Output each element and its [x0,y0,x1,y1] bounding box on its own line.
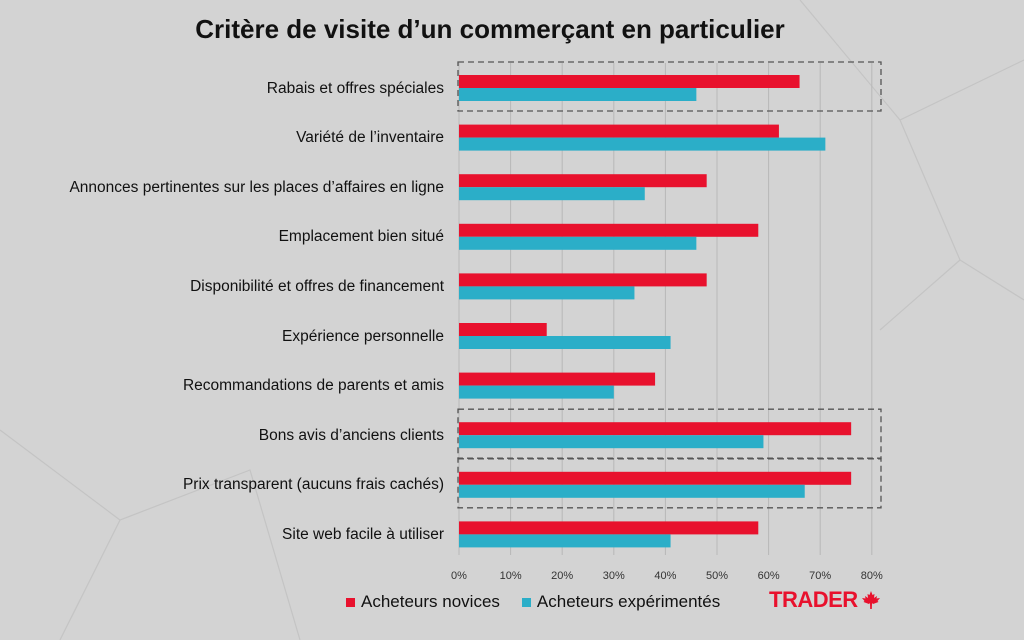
bar-novices [459,223,759,237]
bar-experimentes [459,484,805,498]
x-tick-label: 70% [809,570,831,582]
logo-text: TRADER [769,587,858,612]
bar-experimentes [459,187,645,201]
category-label: Site web facile à utiliser [282,525,444,543]
bar-novices [459,75,800,88]
x-axis-ticks: 0% 10% 20% 30% 40% 50% 60% 70% 80% [451,570,883,582]
x-tick-label: 40% [654,570,676,582]
category-label: Recommandations de parents et amis [182,377,444,395]
bar-experimentes [459,88,697,101]
bar-experimentes [459,435,764,449]
bar-novices [459,273,707,287]
legend-swatch-novices [346,597,355,607]
bar-experimentes [459,385,614,399]
legend-item-novices: Acheteurs novices [346,592,500,612]
bar-novices [459,422,852,436]
bar-experimentes [459,137,826,151]
category-label: Expérience personnelle [282,327,444,345]
legend-label-experimentes: Acheteurs expérimentés [536,592,721,611]
category-label: Rabais et offres spéciales [266,79,444,97]
highlight-box [457,61,882,112]
highlight-boxes [457,61,882,509]
legend: Acheteurs novices Acheteurs expérimentés [346,592,742,612]
category-label: Annonces pertinentes sur les places d’af… [69,178,444,196]
legend-item-experimentes: Acheteurs expérimentés [521,592,721,612]
highlight-box [457,458,882,509]
category-label: Disponibilité et offres de financement [190,277,444,295]
bar-novices [459,471,852,485]
bar-experimentes [459,236,697,250]
x-tick-label: 30% [603,570,625,582]
bar-novices [459,124,779,138]
x-tick-label: 0% [451,570,467,582]
bar-experimentes [459,336,671,349]
bar-novices [459,372,656,386]
maple-leaf-icon [861,591,880,609]
category-label: Bons avis d’anciens clients [258,426,444,444]
x-tick-label: 60% [758,570,780,582]
legend-swatch-experimentes [521,597,531,607]
chart-title: Critère de visite d’un commerçant en par… [195,14,785,44]
x-tick-label: 10% [500,570,522,582]
bar-novices [459,323,547,336]
bar-experimentes [459,286,635,300]
category-label: Emplacement bien situé [278,228,444,246]
bars [459,75,852,548]
legend-label-novices: Acheteurs novices [361,592,500,611]
bar-novices [459,521,759,535]
bar-novices [459,174,707,188]
x-tick-label: 50% [706,570,728,582]
category-label: Variété de l’inventaire [296,129,444,147]
category-label: Prix transparent (aucuns frais cachés) [182,476,444,494]
x-tick-label: 20% [551,570,573,582]
bar-experimentes [459,534,671,548]
x-tick-label: 80% [861,570,883,582]
trader-logo: TRADER [769,587,881,613]
